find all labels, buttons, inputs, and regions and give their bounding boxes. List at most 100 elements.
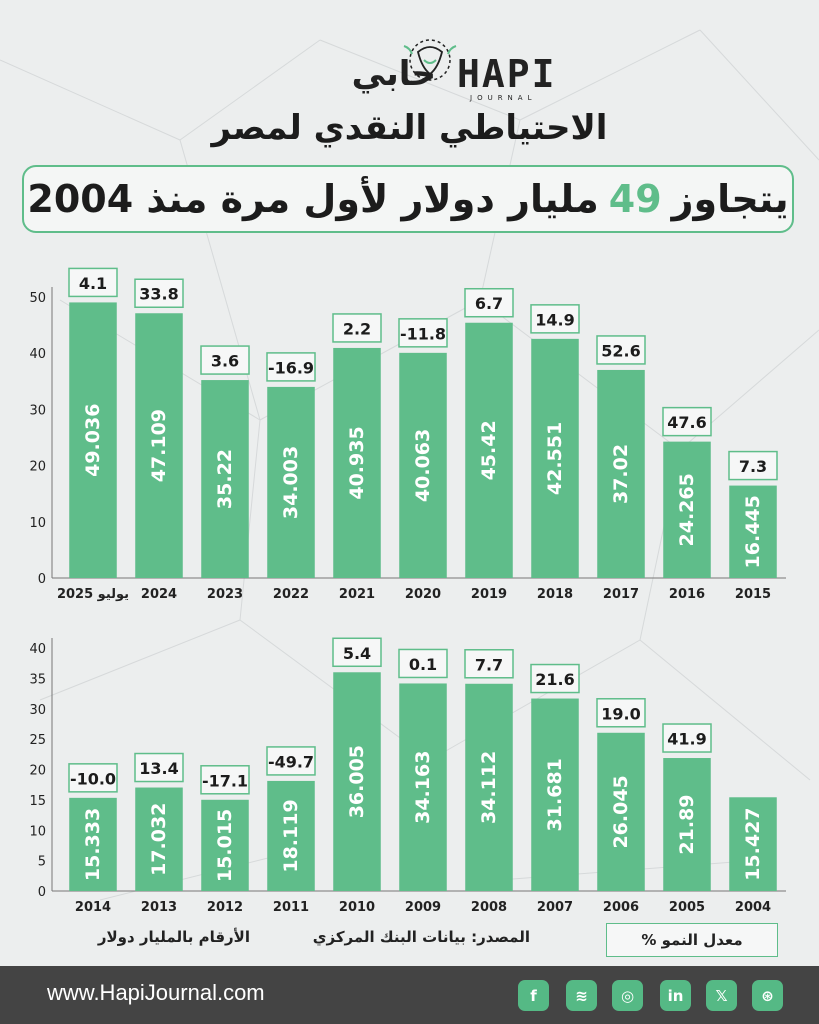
x-tick-label: 2014: [75, 900, 111, 915]
linkedin-icon[interactable]: in: [660, 980, 691, 1011]
growth-label: -17.1: [202, 771, 248, 790]
bar: [465, 322, 513, 578]
bar-value-label: 24.265: [676, 473, 698, 546]
bar-value-label: 31.681: [544, 758, 566, 831]
spotify-icon[interactable]: ≋: [566, 980, 597, 1011]
bar-value-label: 49.036: [82, 404, 104, 477]
reserves-chart-2004-2014: 0 5 10 15 20 25 30 35 40 15.333 2014 -10.0 17.032 201…: [29, 637, 786, 915]
growth-label: -49.7: [268, 752, 314, 771]
y-tick-label: 0: [38, 572, 46, 587]
growth-box: [530, 663, 580, 694]
growth-label: 33.8: [139, 285, 178, 304]
bar-value-label: 36.005: [346, 745, 368, 818]
x-tick-label: 2006: [603, 900, 639, 915]
growth-box: [200, 765, 250, 795]
bar-value-label: 34.003: [280, 446, 302, 519]
x-tick-label: 2007: [537, 900, 573, 915]
growth-label: 7.7: [475, 655, 503, 674]
bar-value-label: 40.063: [412, 429, 434, 502]
bar: [333, 347, 381, 578]
bar: [135, 787, 183, 891]
bar: [69, 797, 117, 891]
x-tick-label: 2013: [141, 900, 177, 915]
x-tick-label: 2019: [471, 587, 507, 602]
growth-label: 21.6: [535, 670, 574, 689]
y-tick-label: 30: [29, 703, 46, 718]
growth-box: [266, 746, 316, 776]
growth-box: [464, 287, 514, 318]
banner-text-after: مليار دولار لأول مرة منذ 2004: [27, 177, 599, 221]
x-tick-label: 2017: [603, 587, 639, 602]
x-tick-label: 2010: [339, 900, 375, 915]
bar-value-label: 15.333: [82, 808, 104, 881]
bar-value-label: 45.42: [478, 420, 500, 480]
growth-box: [398, 318, 448, 348]
growth-label: 19.0: [601, 704, 640, 723]
bar-value-label: 18.119: [280, 799, 302, 872]
bar-value-label: 34.112: [478, 751, 500, 824]
logo: حابي HAPI JOURNAL: [0, 28, 819, 102]
growth-label: 3.6: [211, 352, 239, 371]
bar-value-label: 21.89: [676, 794, 698, 854]
bar-value-label: 16.445: [742, 495, 764, 568]
instagram-icon[interactable]: ◎: [612, 980, 643, 1011]
x-tick-label: 2021: [339, 587, 375, 602]
bar: [399, 352, 447, 578]
bar-value-label: 15.015: [214, 809, 236, 882]
x-tick-label: 2004: [735, 900, 771, 915]
y-tick-label: 5: [38, 855, 46, 870]
x-icon[interactable]: 𝕏: [706, 980, 737, 1011]
growth-box: [134, 278, 184, 308]
facebook-icon[interactable]: f: [518, 980, 549, 1011]
bar-value-label: 42.551: [544, 422, 566, 495]
bar: [333, 672, 381, 891]
reserves-chart-2015-2025: 0 10 20 30 40 50 49.036 يوليو 2025 4.1 47.109 2024…: [29, 267, 786, 602]
bar: [399, 683, 447, 891]
growth-box: [662, 406, 712, 437]
bar-value-label: 17.032: [148, 803, 170, 876]
x-tick-label: 2005: [669, 900, 705, 915]
y-tick-label: 50: [29, 291, 46, 306]
growth-label: 2.2: [343, 319, 371, 338]
bar: [729, 797, 777, 891]
growth-label: 47.6: [667, 413, 706, 432]
dribbble-icon[interactable]: ⊛: [752, 980, 783, 1011]
bar: [729, 485, 777, 578]
bar: [267, 386, 315, 578]
growth-label: 5.4: [343, 644, 371, 663]
growth-label: 52.6: [601, 341, 640, 360]
bar-value-label: 35.22: [214, 449, 236, 509]
growth-label: 13.4: [139, 759, 178, 778]
logo-subtitle: JOURNAL: [470, 94, 537, 102]
x-tick-label: 2016: [669, 587, 705, 602]
growth-box: [332, 637, 382, 668]
growth-box: [596, 335, 646, 365]
x-tick-label: 2022: [273, 587, 309, 602]
x-tick-label: 2024: [141, 587, 177, 602]
growth-label: 7.3: [739, 457, 767, 476]
y-tick-label: 40: [29, 642, 46, 657]
bar-value-label: 34.163: [412, 751, 434, 824]
growth-legend: معدل النمو %: [606, 923, 778, 957]
banner-text-before: يتجاوز: [671, 177, 789, 221]
bar: [201, 380, 249, 578]
bar-value-label: 15.427: [742, 807, 764, 880]
logo-english: HAPI: [457, 52, 557, 96]
growth-box: [728, 450, 778, 481]
x-tick-label: 2018: [537, 587, 573, 602]
logo-arabic: حابي: [351, 54, 436, 94]
y-tick-label: 30: [29, 403, 46, 418]
y-tick-label: 10: [29, 516, 46, 531]
bar: [135, 313, 183, 578]
bar: [663, 758, 711, 891]
x-tick-label: 2023: [207, 587, 243, 602]
growth-box: [134, 752, 184, 783]
growth-label: -11.8: [400, 324, 446, 343]
main-title: الاحتياطي النقدي لمصر: [211, 108, 608, 148]
growth-label: 41.9: [667, 730, 706, 749]
y-tick-label: 40: [29, 347, 46, 362]
website-link[interactable]: www.HapiJournal.com: [47, 980, 265, 1005]
growth-box: [662, 723, 712, 753]
bar: [663, 441, 711, 578]
bar: [69, 302, 117, 578]
